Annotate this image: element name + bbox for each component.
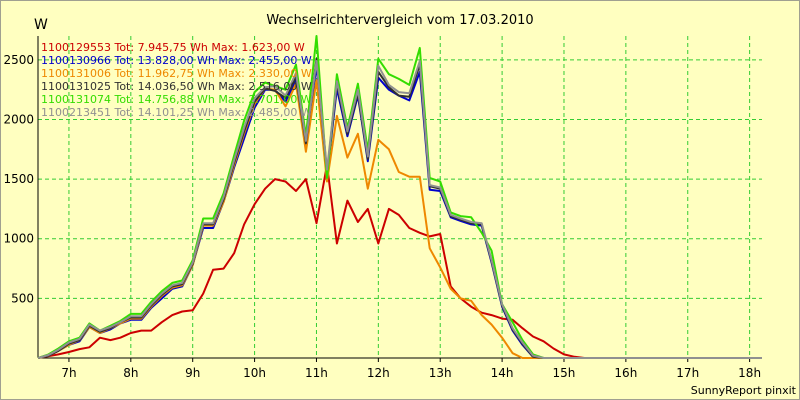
x-tick-label-10h: 10h <box>243 366 266 380</box>
legend-entry-1100131025: 1100131025 Tot: 14.036,50 Wh Max: 2.516,… <box>41 80 312 93</box>
x-tick-label-8h: 8h <box>123 366 138 380</box>
legend-entry-1100213451: 1100213451 Tot: 14.101,25 Wh Max: 2.485,… <box>41 106 312 119</box>
x-tick-label-7h: 7h <box>61 366 76 380</box>
y-tick-label-2000: 2000 <box>3 112 34 126</box>
series-line-1100213451 <box>37 60 762 359</box>
y-axis-unit-label: W <box>34 17 48 33</box>
x-tick-label-13h: 13h <box>429 366 452 380</box>
y-tick-label-1500: 1500 <box>3 172 34 186</box>
x-tick-label-12h: 12h <box>367 366 390 380</box>
x-tick-label-18h: 18h <box>738 366 761 380</box>
plot-area <box>38 36 762 358</box>
x-tick-label-17h: 17h <box>676 366 699 380</box>
y-tick-label-1000: 1000 <box>3 232 34 246</box>
legend-entry-1100130966: 1100130966 Tot: 13.828,00 Wh Max: 2.455,… <box>41 54 312 67</box>
x-tick-label-14h: 14h <box>491 366 514 380</box>
x-tick-label-15h: 15h <box>553 366 576 380</box>
y-tick-label-500: 500 <box>11 291 34 305</box>
x-tick-label-9h: 9h <box>185 366 200 380</box>
x-tick-label-16h: 16h <box>614 366 637 380</box>
legend-entry-1100131074: 1100131074 Tot: 14.756,88 Wh Max: 2.701,… <box>41 93 312 106</box>
x-tick-label-11h: 11h <box>305 366 328 380</box>
y-tick-label-2500: 2500 <box>3 53 34 67</box>
chart-title: Wechselrichtervergleich vom 17.03.2010 <box>266 13 533 28</box>
legend-entry-1100129553: 1100129553 Tot: 7.945,75 Wh Max: 1.623,0… <box>41 41 305 54</box>
footer-text: SunnyReport pinxit <box>691 384 797 397</box>
legend-entry-1100131006: 1100131006 Tot: 11.962,75 Wh Max: 2.330,… <box>41 67 312 80</box>
